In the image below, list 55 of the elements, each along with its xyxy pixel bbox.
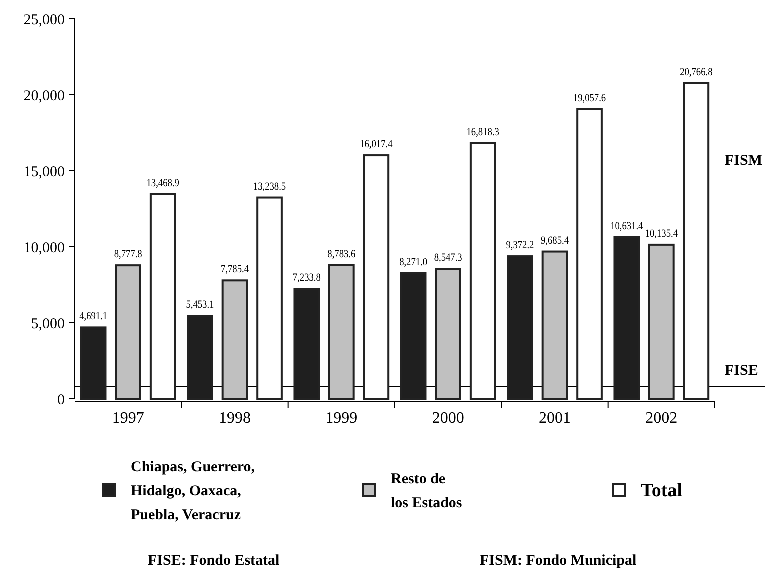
- text: 10,135.4: [645, 228, 678, 240]
- bar: [222, 280, 248, 400]
- text: 7,233.8: [292, 272, 321, 284]
- text: 8,777.8: [114, 248, 142, 261]
- y-tick-label: 25,000: [24, 12, 65, 28]
- bar: [576, 108, 603, 400]
- bar: [328, 264, 355, 400]
- y-tick-label: 0: [58, 392, 65, 408]
- x-tick-label: 1998: [219, 410, 251, 427]
- text: 5,453.1: [186, 299, 214, 312]
- text: 4,691.1: [80, 311, 108, 323]
- text: 9,685.4: [541, 235, 569, 248]
- x-tick-label: 2002: [646, 410, 678, 427]
- bar: [256, 196, 283, 400]
- text: 8,271.0: [400, 256, 428, 269]
- bar: [470, 142, 496, 400]
- bar: [294, 288, 320, 400]
- x-tick-label: 1997: [112, 410, 144, 427]
- text: 20,766.8: [680, 66, 713, 79]
- text: 7,785.4: [221, 264, 249, 276]
- bar: [400, 272, 427, 400]
- bar: [683, 82, 710, 400]
- text: 10,631.4: [610, 220, 644, 233]
- text: 19,057.6: [573, 92, 606, 105]
- text: 16,017.4: [360, 138, 393, 151]
- y-tick-label: 15,000: [24, 164, 65, 180]
- legend-label: Resto de los Estados: [391, 471, 462, 512]
- x-tick-label: 2001: [539, 410, 571, 427]
- text: 9,372.2: [506, 240, 534, 252]
- bar: [614, 236, 640, 400]
- text: 16,818.3: [466, 126, 500, 139]
- y-tick-label: 20,000: [24, 88, 65, 104]
- text: 13,238.5: [253, 181, 286, 194]
- bar: [80, 326, 107, 400]
- y-tick-label: 5,000: [31, 316, 65, 332]
- ref-line-label: FISE: [725, 362, 758, 379]
- text: 13,468.9: [146, 178, 180, 190]
- text: FISE: Fondo Estatal: [148, 553, 280, 569]
- legend-label: Total: [641, 480, 683, 502]
- bar: [363, 154, 390, 400]
- legend-label: Chiapas, Guerrero, Hidalgo, Oaxaca, Puebla, Veracruz: [131, 459, 256, 524]
- bar: [115, 264, 142, 400]
- bar: [435, 268, 462, 400]
- annotation: FISM: [725, 153, 762, 169]
- bar: [542, 250, 568, 400]
- bar: [150, 193, 176, 400]
- x-tick-label: 1999: [326, 410, 358, 427]
- x-tick-label: 2000: [432, 410, 464, 427]
- text: 8,783.6: [328, 248, 356, 261]
- bar: [187, 315, 214, 400]
- bar: [648, 244, 675, 400]
- text: FISM: Fondo Municipal: [480, 553, 637, 569]
- y-tick-label: 10,000: [24, 240, 65, 256]
- text: 8,547.3: [434, 252, 462, 264]
- bar: [507, 256, 534, 400]
